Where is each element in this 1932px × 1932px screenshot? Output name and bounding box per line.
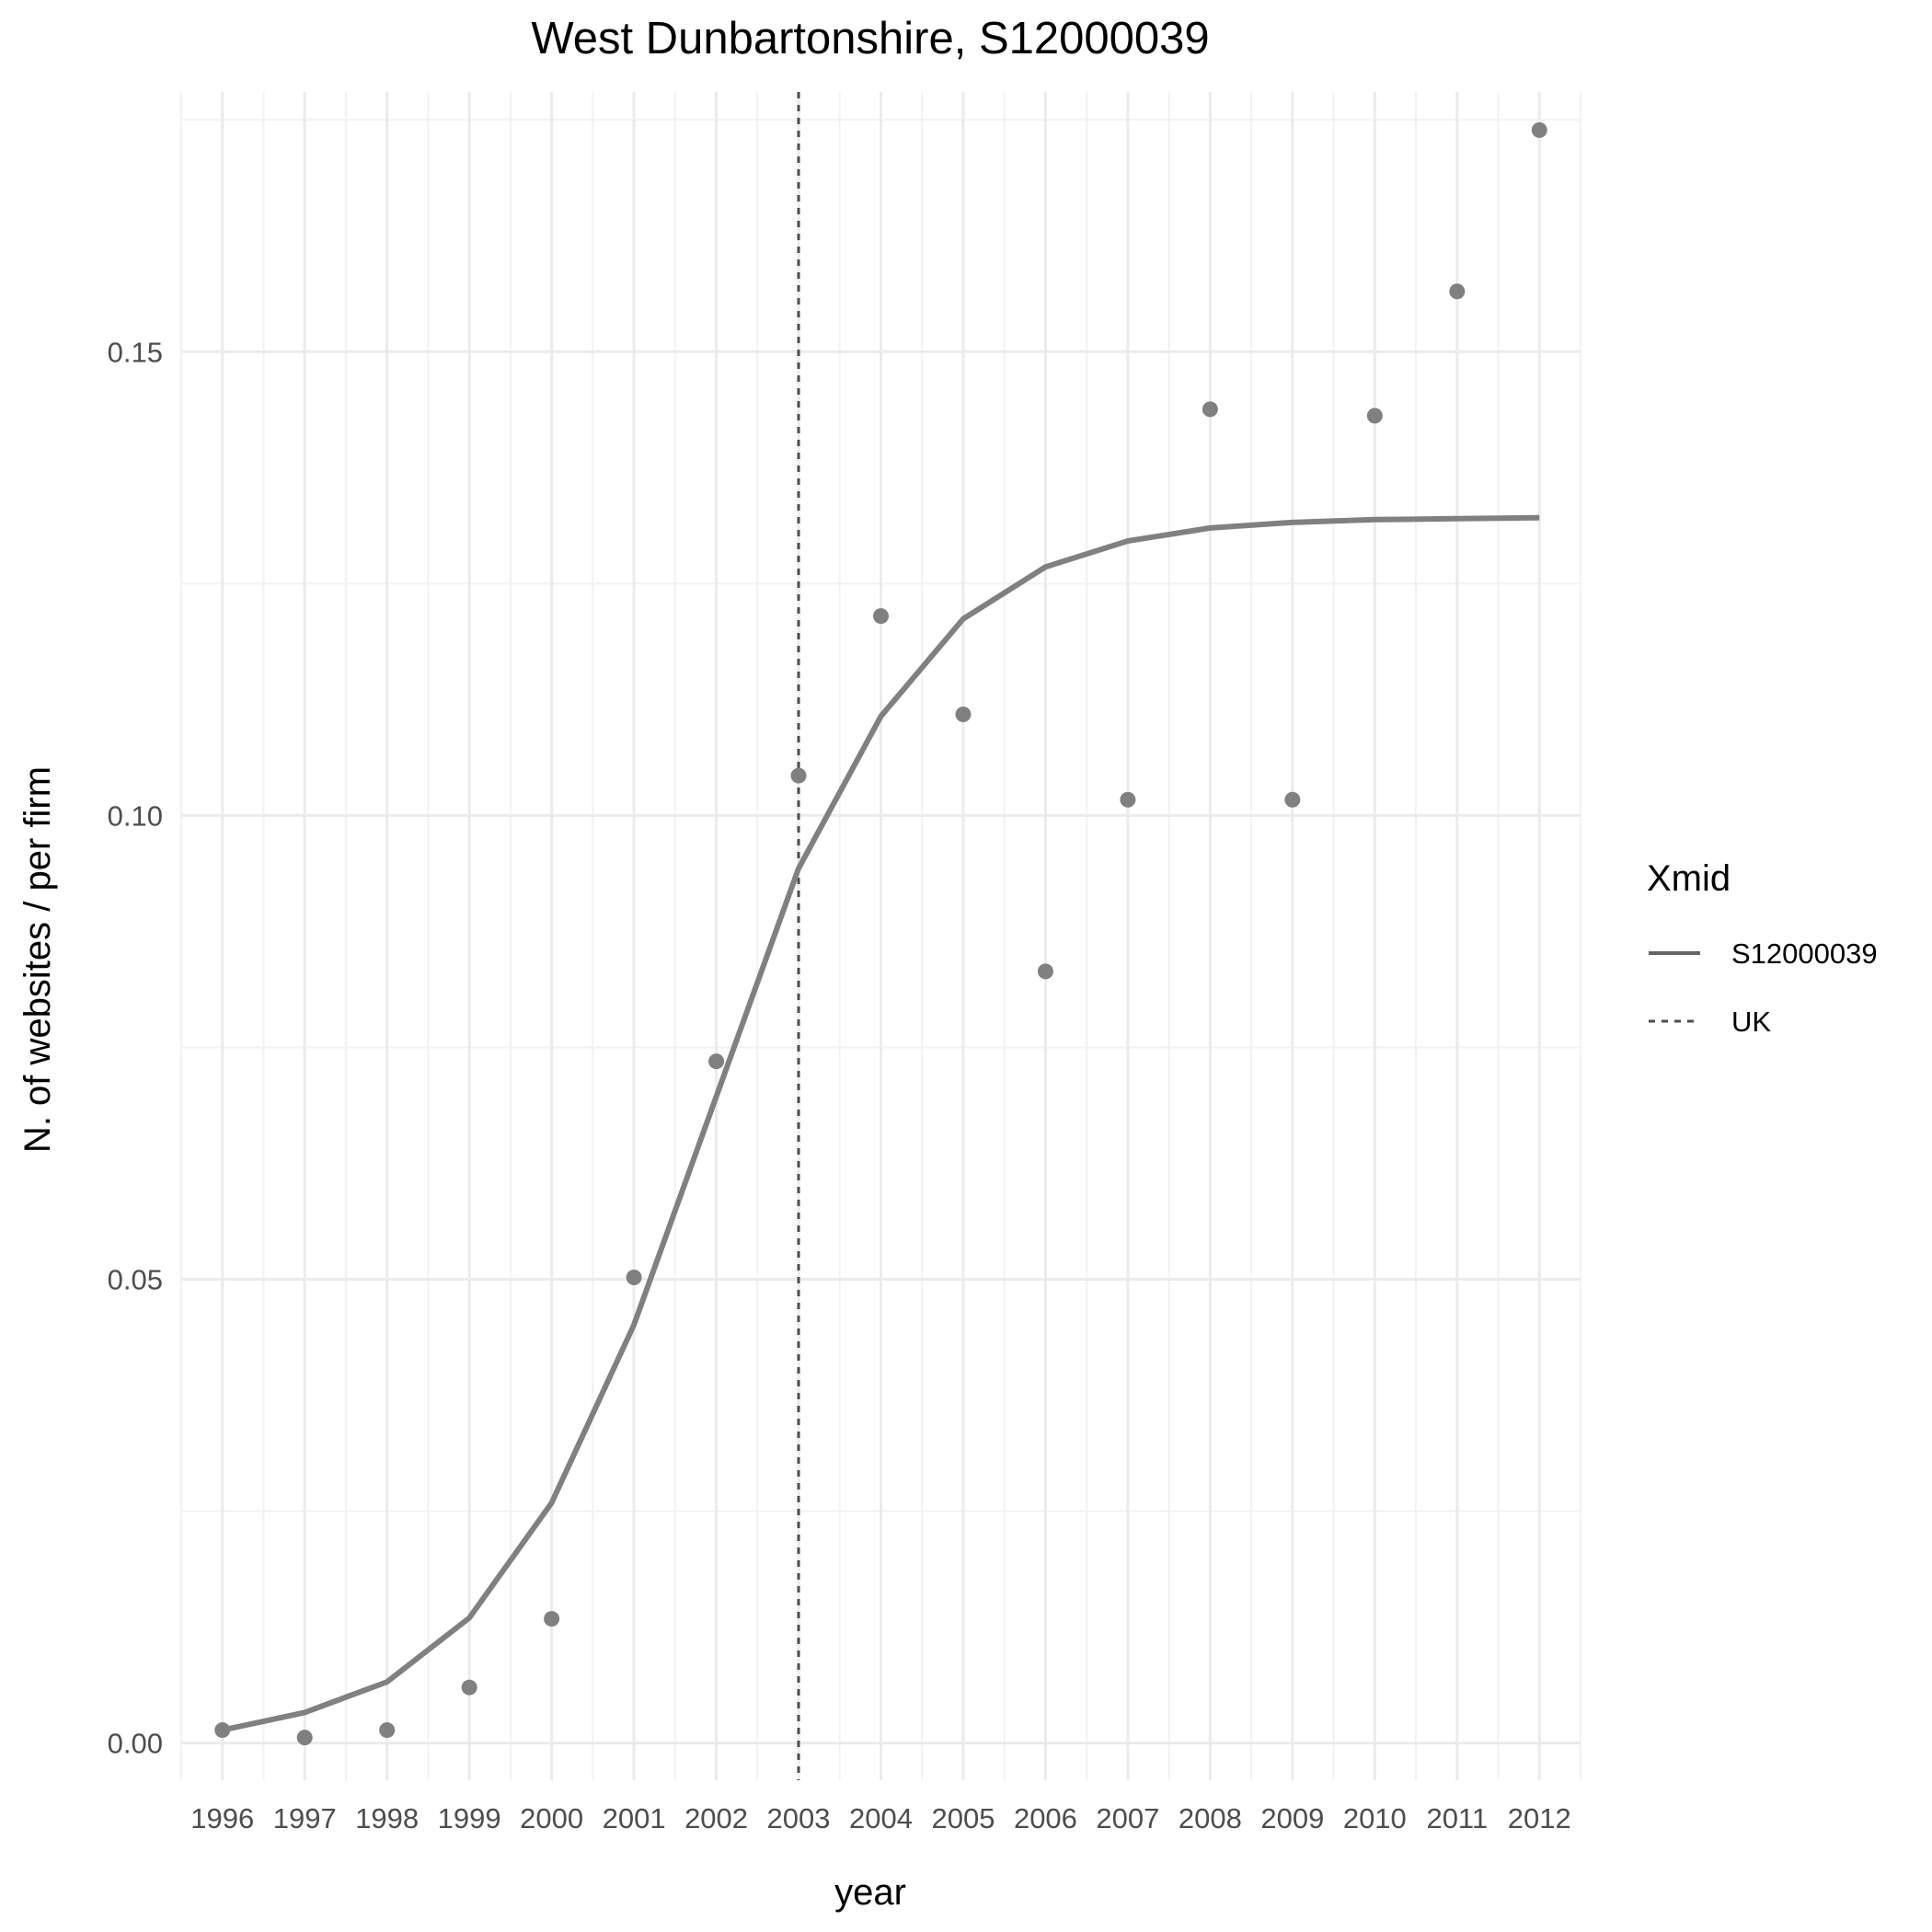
- y-axis-title: N. of websites / per firm: [17, 766, 58, 1153]
- legend: Xmid S12000039 UK: [1647, 858, 1878, 1038]
- series-line-s12000039: [222, 514, 1540, 1733]
- x-axis-ticks: 1996 1997 1998 1999 2000 2001 2002 2003 2004 2005…: [190, 1802, 1570, 1834]
- data-point-2005: [955, 707, 972, 723]
- x-tick-label: 2000: [520, 1802, 583, 1834]
- x-tick-label: 1996: [190, 1802, 254, 1834]
- data-point-1997: [296, 1730, 313, 1746]
- y-tick-label: 0.15: [108, 336, 163, 368]
- data-point-1999: [461, 1679, 477, 1696]
- data-point-1996: [214, 1722, 231, 1739]
- x-tick-label: 2005: [931, 1802, 995, 1834]
- data-point-2010: [1366, 408, 1383, 424]
- data-point-2009: [1284, 791, 1301, 808]
- grid-lines: [180, 92, 1581, 1780]
- y-tick-label: 0.00: [108, 1728, 163, 1760]
- data-point-2002: [708, 1053, 725, 1070]
- points-layer: [214, 121, 1547, 1746]
- data-point-2000: [544, 1611, 560, 1627]
- chart-title: West Dunbartonshire, S12000039: [531, 14, 1209, 63]
- data-point-2008: [1202, 401, 1218, 418]
- x-tick-label: 2001: [603, 1802, 666, 1834]
- x-tick-label: 2002: [684, 1802, 748, 1834]
- x-tick-label: 2007: [1096, 1802, 1159, 1834]
- x-tick-label: 1998: [355, 1802, 419, 1834]
- x-tick-label: 2006: [1014, 1802, 1077, 1834]
- data-point-2003: [790, 767, 807, 784]
- y-tick-label: 0.05: [108, 1264, 163, 1296]
- x-tick-label: 1999: [438, 1802, 501, 1834]
- x-tick-label: 2009: [1260, 1802, 1324, 1834]
- x-tick-label: 2008: [1179, 1802, 1242, 1834]
- x-tick-label: 2003: [767, 1802, 831, 1834]
- x-axis-title: year: [834, 1872, 906, 1913]
- data-point-2001: [626, 1270, 642, 1286]
- legend-label-s12000039: S12000039: [1731, 937, 1878, 970]
- x-tick-label: 1997: [273, 1802, 337, 1834]
- data-point-1998: [379, 1722, 396, 1739]
- x-tick-label: 2011: [1426, 1802, 1488, 1834]
- data-point-2012: [1531, 121, 1547, 138]
- x-tick-label: 2012: [1508, 1802, 1571, 1834]
- data-point-2006: [1037, 963, 1053, 980]
- data-point-2011: [1449, 283, 1466, 300]
- data-point-2004: [873, 608, 889, 625]
- data-point-2007: [1120, 791, 1136, 808]
- legend-title: Xmid: [1647, 858, 1731, 899]
- y-axis-ticks: 0.00 0.05 0.10 0.15: [108, 336, 163, 1759]
- legend-label-uk: UK: [1731, 1006, 1771, 1038]
- x-tick-label: 2010: [1343, 1802, 1407, 1834]
- y-tick-label: 0.10: [108, 799, 163, 832]
- x-tick-label: 2004: [849, 1802, 913, 1834]
- series-layer: [222, 514, 1540, 1733]
